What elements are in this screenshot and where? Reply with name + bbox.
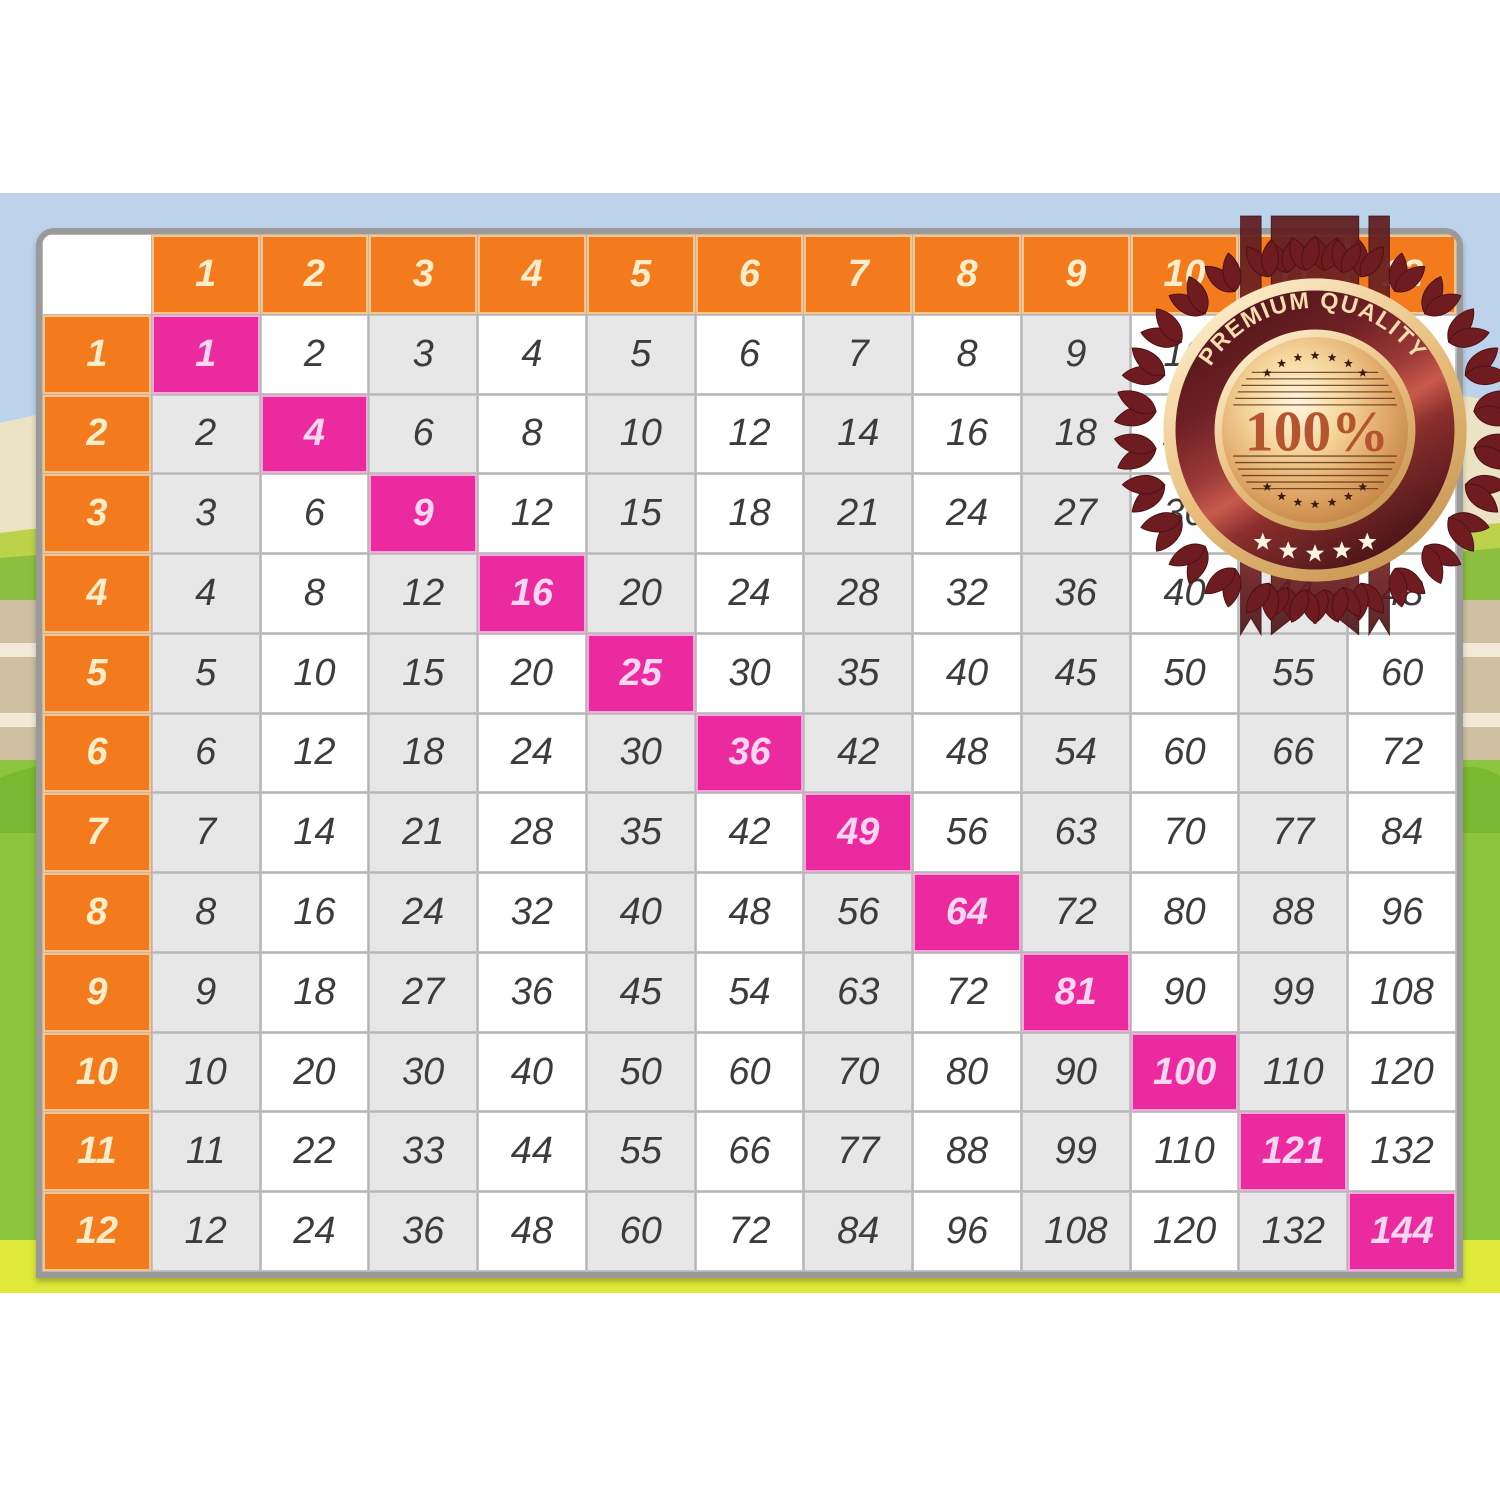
svg-text:100%: 100%	[1245, 400, 1389, 463]
